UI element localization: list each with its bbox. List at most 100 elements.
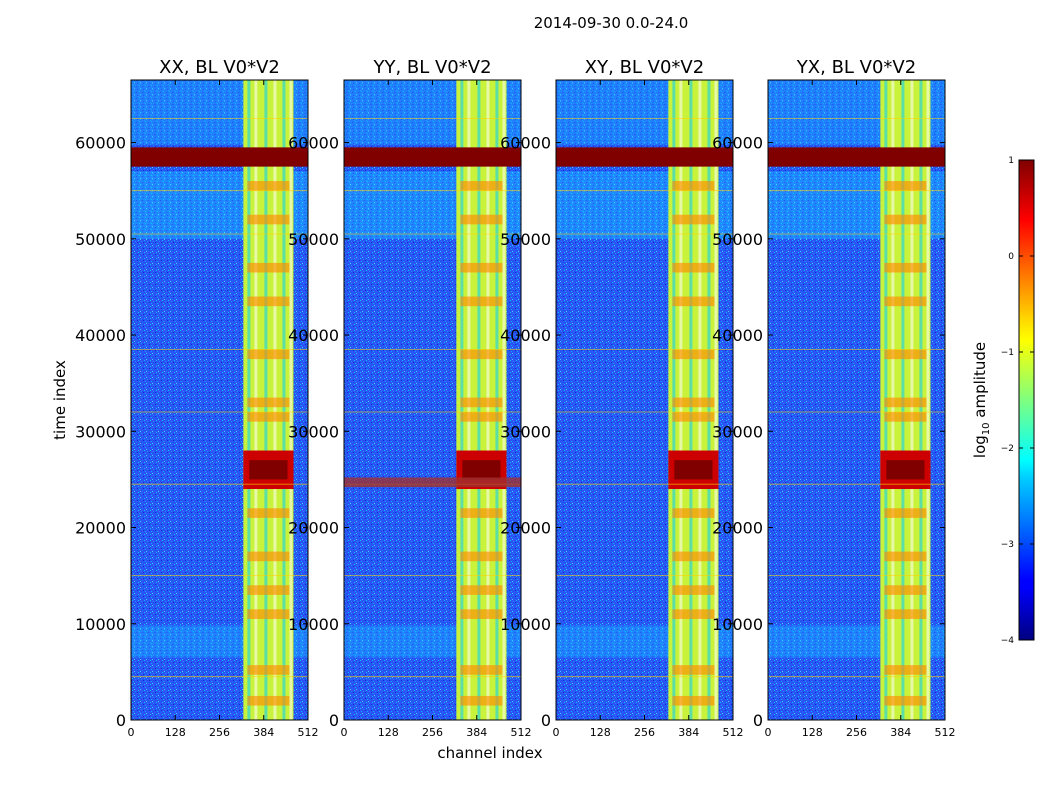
x-tick-label: 0 (553, 726, 560, 739)
rfi-spot (672, 214, 715, 225)
rfi-spot (884, 214, 927, 225)
y-tick-label: 50000 (500, 230, 551, 249)
rfi-spot (460, 665, 503, 675)
rfi-spot (247, 412, 290, 422)
rfi-spot (247, 262, 290, 273)
x-tick-label: 256 (209, 726, 230, 739)
rfi-spot (460, 214, 503, 225)
colorbar-tick-label: −3 (1001, 540, 1014, 550)
colorbar-label: log10 amplitude (971, 342, 992, 458)
y-tick-label: 30000 (75, 422, 126, 441)
x-tick-label: 512 (723, 726, 744, 739)
rfi-spot (672, 412, 715, 422)
y-tick-label: 60000 (712, 134, 763, 153)
colorbar-tick-label: −1 (1001, 348, 1014, 358)
y-tick-label: 0 (116, 711, 126, 730)
y-tick-label: 50000 (712, 230, 763, 249)
rfi-spot (247, 551, 290, 562)
y-tick-label: 30000 (712, 422, 763, 441)
rfi-band-stripe (289, 80, 293, 720)
rfi-spot (460, 508, 503, 518)
y-tick-label: 40000 (500, 326, 551, 345)
rfi-spot (672, 262, 715, 273)
figure-title: 2014-09-30 0.0-24.0 (534, 14, 689, 32)
y-tick-label: 40000 (712, 326, 763, 345)
y-tick-label: 50000 (288, 230, 339, 249)
strong-rfi-core (674, 460, 713, 480)
panel-title: XX, BL V0*V2 (159, 57, 280, 78)
rfi-spot (672, 296, 715, 307)
rfi-spot (672, 181, 715, 191)
rfi-spot (460, 397, 503, 408)
colorbar-tick-label: 0 (1008, 252, 1014, 262)
x-tick-label: 256 (422, 726, 443, 739)
rfi-spot (884, 585, 927, 595)
rfi-spot (884, 412, 927, 422)
y-tick-label: 50000 (75, 230, 126, 249)
y-tick-label: 10000 (712, 615, 763, 634)
yy-rfi-stripe (344, 477, 521, 488)
y-tick-label: 60000 (500, 134, 551, 153)
rfi-spot (884, 181, 927, 191)
x-tick-label: 128 (165, 726, 186, 739)
rfi-spot (460, 551, 503, 562)
rfi-spot (672, 585, 715, 595)
rfi-spot (247, 349, 290, 360)
rfi-spot (460, 609, 503, 619)
y-tick-label: 40000 (288, 326, 339, 345)
x-axis-label: channel index (437, 744, 542, 762)
rfi-spot (884, 262, 927, 273)
rfi-spot (884, 665, 927, 675)
rfi-spot (247, 397, 290, 408)
saturated-row (131, 147, 308, 167)
rfi-spot (247, 585, 290, 595)
colorbar-tick-label: −4 (1001, 636, 1015, 646)
rfi-spot (460, 695, 503, 706)
rfi-spot (884, 349, 927, 360)
y-tick-label: 30000 (288, 422, 339, 441)
x-tick-label: 128 (378, 726, 399, 739)
x-tick-label: 384 (253, 726, 274, 739)
rfi-spot (672, 508, 715, 518)
rfi-spot (460, 262, 503, 273)
strong-rfi-core (462, 460, 501, 480)
panels-group: XX, BL V0*V2 0 10000 20000 30000 40000 50000 60… (75, 57, 955, 739)
rfi-spot (247, 214, 290, 225)
rfi-band-stripe (502, 80, 506, 720)
x-tick-label: 512 (935, 726, 956, 739)
rfi-spot (672, 397, 715, 408)
y-axis-label: time index (51, 360, 69, 440)
y-tick-label: 20000 (288, 519, 339, 538)
panel-yx: YX, BL V0*V2 0 10000 20000 30000 40000 50000 60… (712, 57, 955, 739)
x-tick-label: 384 (890, 726, 911, 739)
x-tick-label: 0 (341, 726, 348, 739)
x-tick-label: 384 (678, 726, 699, 739)
y-tick-label: 60000 (288, 134, 339, 153)
y-tick-label: 10000 (75, 615, 126, 634)
y-tick-label: 10000 (500, 615, 551, 634)
rfi-spot (672, 609, 715, 619)
heatmap-image (768, 80, 945, 720)
rfi-spot (884, 551, 927, 562)
rfi-spot (884, 397, 927, 408)
panel-yy: YY, BL V0*V2 0 10000 20000 30000 40000 50000 60… (288, 57, 531, 739)
panel-title: YX, BL V0*V2 (796, 57, 916, 78)
x-tick-label: 0 (765, 726, 772, 739)
rfi-spot (460, 296, 503, 307)
rfi-spot (884, 695, 927, 706)
rfi-spot (672, 695, 715, 706)
rfi-spot (672, 551, 715, 562)
x-tick-label: 384 (466, 726, 487, 739)
heatmap-image (344, 80, 521, 720)
x-tick-label: 256 (634, 726, 655, 739)
x-tick-label: 128 (802, 726, 823, 739)
panel-xy: XY, BL V0*V2 0 10000 20000 30000 40000 50000 60… (500, 57, 743, 739)
y-tick-label: 10000 (288, 615, 339, 634)
rfi-spot (460, 412, 503, 422)
rfi-spot (672, 349, 715, 360)
y-tick-label: 40000 (75, 326, 126, 345)
rfi-band-stripe (714, 80, 718, 720)
colorbar-tick-label: 1 (1008, 156, 1014, 166)
saturated-row (344, 147, 521, 167)
